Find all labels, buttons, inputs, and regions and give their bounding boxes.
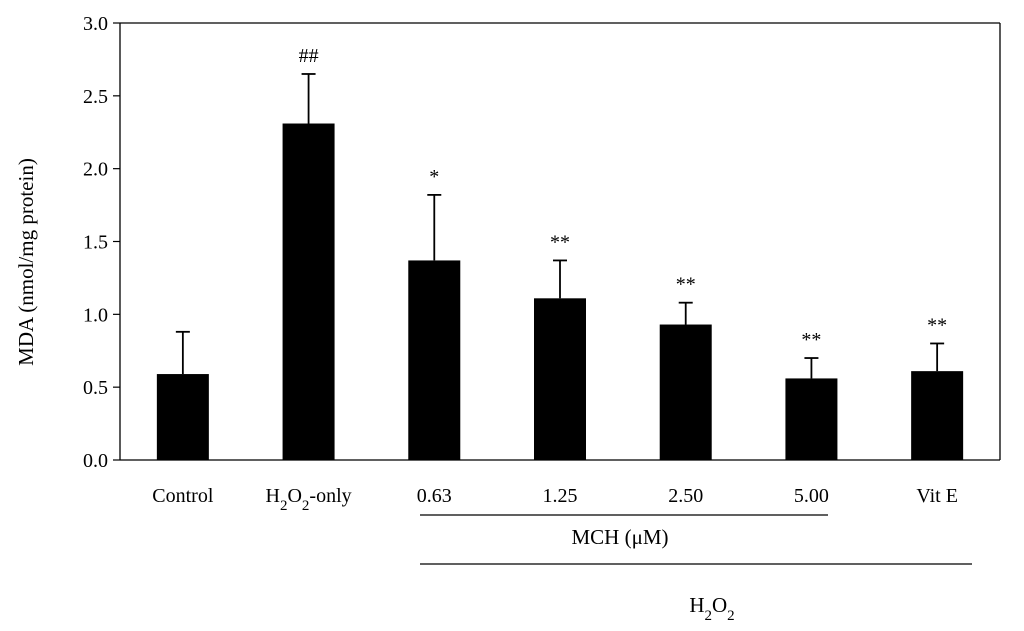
y-axis-title: MDA (nmol/mg protein)	[14, 158, 38, 366]
significance-mark: *	[429, 166, 439, 188]
y-tick-label: 1.0	[83, 304, 108, 326]
y-tick-label: 2.0	[83, 159, 108, 181]
y-tick-label: 0.5	[83, 377, 108, 399]
x-category-label: 1.25	[543, 485, 578, 507]
significance-annotations: ##*********	[299, 45, 948, 351]
bars	[156, 123, 964, 460]
significance-mark: ##	[299, 45, 319, 67]
x-category-label: Vit E	[916, 485, 958, 507]
x-category-label: 0.63	[417, 485, 452, 507]
y-tick-label: 2.5	[83, 86, 108, 108]
bar	[534, 298, 586, 460]
y-tick-label: 1.5	[83, 232, 108, 254]
bar	[282, 123, 335, 460]
error-bars	[175, 73, 945, 379]
x-category-label: H2O2-only	[266, 485, 352, 514]
x-category-label: Control	[152, 485, 214, 507]
bar	[785, 378, 838, 460]
significance-mark: **	[927, 314, 947, 336]
y-ticks: 0.0 0.5 1.0 1.5 2.0 2.5 3.0	[83, 13, 120, 472]
bar	[156, 374, 209, 460]
y-tick-label: 0.0	[83, 450, 108, 472]
bar	[911, 371, 964, 460]
h2o2-group-label: H2O2	[689, 593, 734, 624]
x-category-label: 5.00	[794, 485, 829, 507]
bar	[408, 260, 461, 460]
bar	[659, 324, 712, 460]
significance-mark: **	[676, 274, 696, 296]
y-tick-label: 3.0	[83, 13, 108, 35]
significance-mark: **	[801, 329, 821, 351]
category-labels: Control H2O2-only 0.63 1.25 2.50 5.00 Vit E	[152, 485, 958, 514]
significance-mark: **	[550, 231, 570, 253]
mch-group-label: MCH (μM)	[571, 525, 668, 549]
x-category-label: 2.50	[668, 485, 703, 507]
